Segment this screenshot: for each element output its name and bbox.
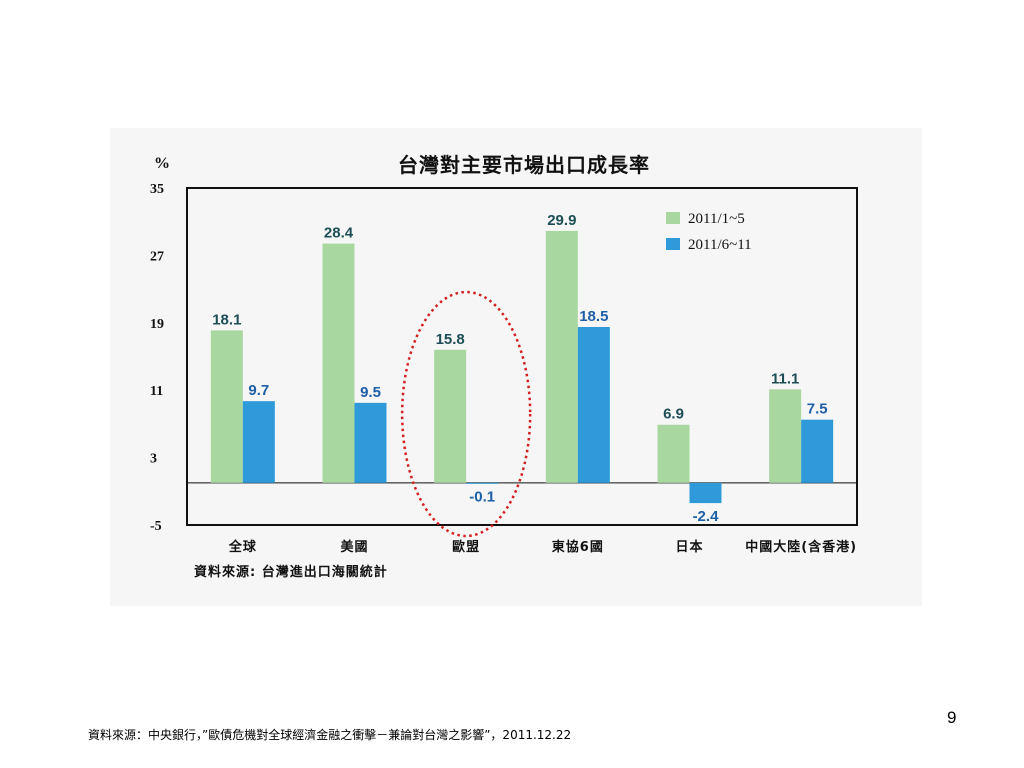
footer-source: 資料來源：中央銀行，”歐債危機對全球經濟金融之衝擊－兼論對台灣之影響”，2011… — [88, 728, 572, 742]
data-label-s1-1: 9.5 — [360, 384, 381, 401]
y-tick-label-4: 27 — [150, 249, 164, 264]
legend: 2011/1~5 2011/6~11 — [666, 211, 752, 253]
data-label-s0-1: 28.4 — [324, 225, 354, 242]
chart-source-note: 資料來源: 台灣進出口海關統計 — [194, 564, 388, 580]
bar-s0-2 — [434, 349, 467, 483]
category-labels: 全球 美國 歐盟 東協6國 日本 中國大陸(含香港) — [228, 539, 857, 555]
data-label-s0-3: 29.9 — [547, 212, 576, 229]
bar-s1-4 — [689, 482, 722, 504]
data-labels: 18.1 9.7 28.4 9.5 15.8 -0.1 29.9 18.5 6.9 -2.4 11.… — [212, 212, 827, 525]
data-label-s1-5: 7.5 — [807, 401, 828, 418]
bar-s1-2 — [466, 482, 499, 484]
category-label-2: 歐盟 — [452, 539, 480, 555]
legend-swatch-1 — [666, 238, 680, 250]
bar-s1-3 — [577, 327, 610, 483]
highlight-ellipse — [400, 290, 532, 538]
bar-s0-1 — [322, 243, 355, 483]
bar-s0-3 — [545, 230, 578, 483]
category-label-5: 中國大陸(含香港) — [745, 539, 857, 555]
bar-s0-5 — [769, 389, 802, 483]
y-axis-unit: % — [154, 155, 170, 172]
category-label-4: 日本 — [675, 539, 703, 555]
data-label-s1-0: 9.7 — [248, 382, 269, 399]
category-label-1: 美國 — [340, 539, 368, 555]
bars — [210, 230, 834, 504]
category-label-0: 全球 — [228, 539, 257, 555]
bar-s1-0 — [242, 401, 275, 483]
data-label-s0-5: 11.1 — [771, 370, 799, 387]
legend-label-0: 2011/1~5 — [688, 211, 745, 227]
data-label-s1-2: -0.1 — [469, 489, 495, 506]
bar-s0-0 — [210, 330, 243, 483]
data-label-s0-4: 6.9 — [663, 406, 684, 423]
chart-title: 台灣對主要市場出口成長率 — [398, 153, 650, 177]
bar-s1-5 — [801, 419, 834, 483]
y-axis-ticks: -5 3 11 19 27 35 — [150, 182, 164, 534]
y-tick-label-5: 35 — [150, 182, 164, 197]
plot-frame — [186, 187, 858, 526]
bar-chart: 台灣對主要市場出口成長率 % -5 3 11 19 27 35 18.1 9.7 28.4 9.… — [150, 153, 858, 580]
y-tick-label-3: 19 — [150, 317, 164, 332]
legend-swatch-0 — [666, 212, 680, 224]
category-label-3: 東協6國 — [552, 539, 604, 555]
bar-s1-1 — [354, 402, 387, 483]
bar-s0-4 — [657, 424, 690, 483]
y-tick-label-2: 11 — [150, 384, 163, 399]
y-tick-label-1: 3 — [150, 452, 157, 467]
data-label-s1-4: -2.4 — [693, 508, 720, 525]
data-label-s0-2: 15.8 — [436, 331, 465, 348]
y-tick-label-0: -5 — [150, 519, 162, 534]
legend-label-1: 2011/6~11 — [688, 237, 752, 253]
page-number: 9 — [947, 708, 957, 727]
data-label-s0-0: 18.1 — [212, 311, 241, 328]
chart-figure: 台灣對主要市場出口成長率 % -5 3 11 19 27 35 18.1 9.7 28.4 9.… — [110, 128, 922, 606]
data-label-s1-3: 18.5 — [579, 308, 608, 325]
